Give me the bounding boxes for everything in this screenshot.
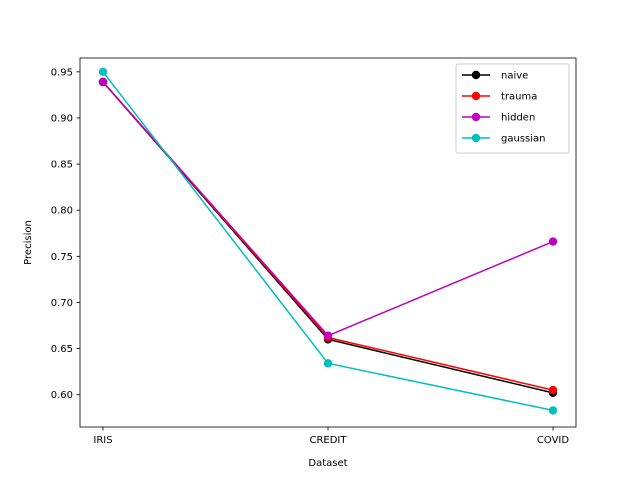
legend-label: gaussian [501,134,545,145]
y-tick-label: 0.70 [51,298,73,309]
x-tick-label: COVID [537,435,569,446]
series-hidden [98,77,558,340]
data-point [548,385,558,395]
data-point [323,331,333,340]
legend-item-gaussian: gaussian [462,134,545,145]
y-tick-label: 0.85 [51,160,73,171]
y-tick-label: 0.65 [51,344,73,355]
series-gaussian [98,67,558,415]
data-point [548,406,558,415]
x-tick-label: IRIS [93,435,112,446]
x-tick-label: CREDIT [309,435,347,446]
y-tick-label: 0.75 [51,252,73,263]
y-tick-label: 0.60 [51,390,73,401]
legend-marker [471,70,481,80]
legend-marker [471,133,481,143]
y-tick-label: 0.80 [51,206,73,217]
data-point [323,359,333,368]
legend-label: hidden [501,113,535,124]
y-tick-label: 0.90 [51,113,73,124]
legend-item-hidden: hidden [462,113,535,124]
data-point [548,237,558,246]
y-tick-label: 0.95 [51,67,73,78]
legend-marker [471,112,481,122]
legend-item-naive: naive [462,71,528,82]
y-axis-label: Precision [23,220,34,265]
y-axis-ticks: 0.60 0.65 0.70 0.75 0.80 0.85 0.90 0.95 [51,67,80,401]
x-axis-ticks: IRIS CREDIT COVID [93,427,569,446]
legend-label: trauma [501,92,537,103]
legend-box [455,63,570,154]
legend-label: naive [501,71,528,82]
legend-item-trauma: trauma [462,92,537,103]
x-axis-label: Dataset [308,458,347,469]
data-point [98,77,108,87]
legend: naive trauma hidden gaussian [455,63,570,154]
series-layer [98,67,558,415]
legend-marker [471,91,481,101]
data-point [98,67,108,77]
